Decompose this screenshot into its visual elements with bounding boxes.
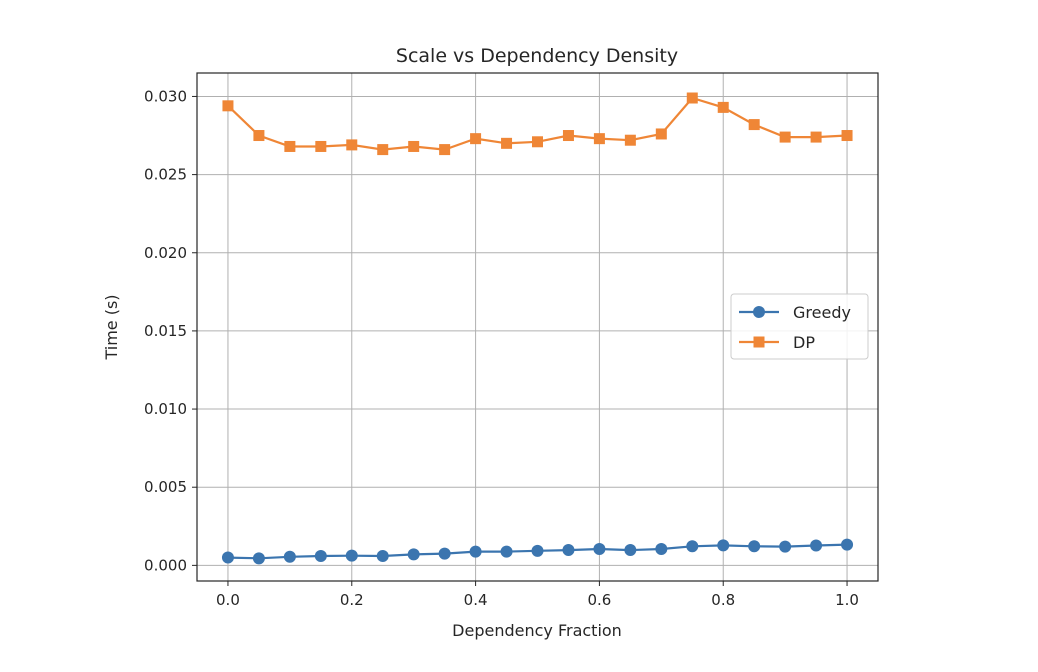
data-point-greedy xyxy=(438,547,451,560)
data-point-dp xyxy=(532,136,543,148)
data-point-greedy xyxy=(407,548,420,561)
x-tick-label: 0.2 xyxy=(340,591,364,609)
data-point-greedy xyxy=(624,544,637,557)
data-point-greedy xyxy=(500,545,513,558)
data-point-greedy xyxy=(531,544,544,557)
y-tick-label: 0.025 xyxy=(144,166,187,184)
plot-frame xyxy=(196,72,879,582)
data-point-greedy xyxy=(810,539,823,552)
legend-marker-greedy xyxy=(753,306,765,318)
x-tick-label: 1.0 xyxy=(835,591,859,609)
data-point-greedy xyxy=(345,549,358,562)
plot-series xyxy=(221,92,854,565)
y-tick-label: 0.020 xyxy=(144,244,187,262)
chart-title: Scale vs Dependency Density xyxy=(396,45,678,67)
y-axis-label: Time (s) xyxy=(102,294,121,360)
legend-item-greedy: Greedy xyxy=(739,303,851,322)
legend-marker-dp xyxy=(753,336,765,348)
y-tick-label: 0.015 xyxy=(144,322,187,340)
data-point-dp xyxy=(284,140,296,152)
y-tick-label: 0.010 xyxy=(144,400,187,418)
data-point-greedy xyxy=(841,538,854,551)
legend-label-greedy: Greedy xyxy=(793,303,851,322)
legend: Greedy DP xyxy=(730,293,869,360)
data-point-greedy xyxy=(748,540,761,553)
data-point-greedy xyxy=(562,544,575,557)
x-axis-ticks: 0.0 0.2 0.4 0.6 0.8 1.0 xyxy=(216,581,859,609)
series-dp xyxy=(222,92,853,156)
series-greedy xyxy=(221,538,854,565)
data-point-dp xyxy=(779,131,791,143)
x-axis-label: Dependency Fraction xyxy=(452,621,622,640)
data-point-greedy xyxy=(376,549,389,562)
data-point-dp xyxy=(253,130,265,142)
legend-label-dp: DP xyxy=(793,333,815,352)
legend-item-dp: DP xyxy=(739,333,815,352)
data-point-greedy xyxy=(314,549,327,562)
x-tick-label: 0.4 xyxy=(464,591,488,609)
data-point-dp xyxy=(377,144,389,156)
data-point-dp xyxy=(562,130,574,142)
y-tick-label: 0.000 xyxy=(144,556,187,574)
y-axis-ticks: 0.000 0.005 0.010 0.015 0.020 0.025 0.030 xyxy=(144,87,197,574)
data-point-greedy xyxy=(221,551,234,564)
data-point-greedy xyxy=(252,552,265,565)
data-point-dp xyxy=(841,130,853,142)
y-tick-label: 0.005 xyxy=(144,478,187,496)
data-point-greedy xyxy=(283,550,296,563)
data-point-greedy xyxy=(469,545,482,558)
data-point-dp xyxy=(593,133,605,145)
data-point-dp xyxy=(346,139,358,151)
data-point-dp xyxy=(470,133,482,145)
y-tick-label: 0.030 xyxy=(144,87,187,105)
x-tick-label: 0.6 xyxy=(587,591,611,609)
data-point-greedy xyxy=(655,542,668,555)
data-point-dp xyxy=(439,144,451,156)
x-tick-label: 0.8 xyxy=(711,591,735,609)
data-point-dp xyxy=(717,101,729,113)
data-point-dp xyxy=(408,140,420,152)
x-tick-label: 0.0 xyxy=(216,591,240,609)
data-point-dp xyxy=(222,100,234,112)
data-point-greedy xyxy=(717,539,730,552)
data-point-dp xyxy=(686,92,698,104)
data-point-dp xyxy=(810,131,822,143)
data-point-dp xyxy=(748,119,760,131)
data-point-dp xyxy=(655,128,667,140)
data-point-greedy xyxy=(686,540,699,553)
data-point-dp xyxy=(624,134,636,146)
data-point-dp xyxy=(315,140,327,152)
data-point-greedy xyxy=(593,542,606,555)
data-point-greedy xyxy=(779,540,792,553)
data-point-dp xyxy=(501,137,513,149)
